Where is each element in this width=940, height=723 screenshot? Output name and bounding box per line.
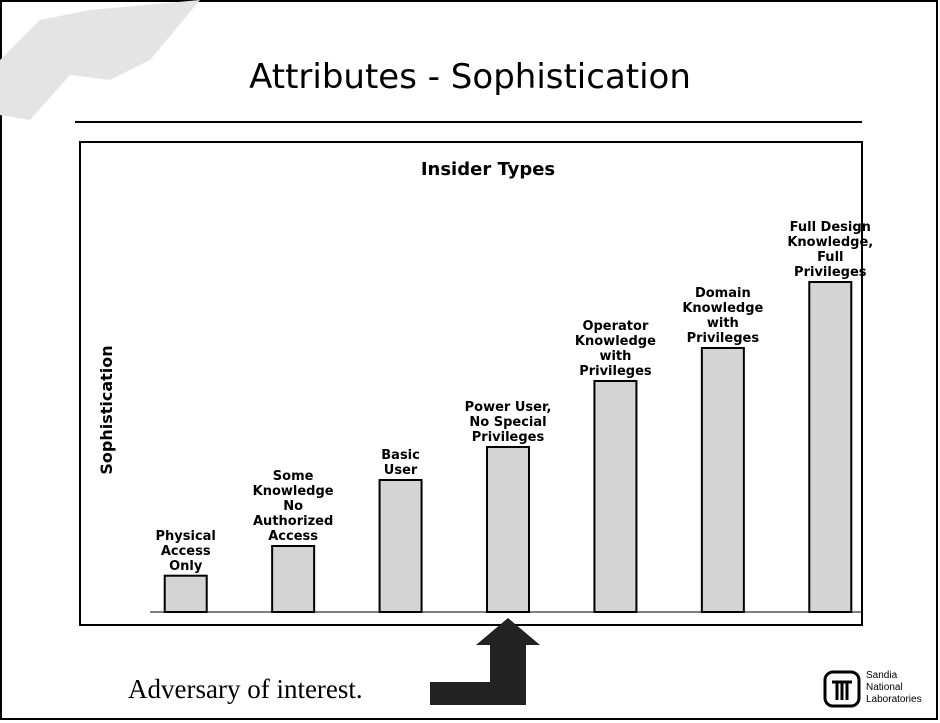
bar [700,347,745,613]
bar [163,574,208,614]
category-label: Basic User [381,448,420,478]
logo-symbol [832,680,852,700]
logo-text: Sandia National Laboratories [866,670,922,705]
y-axis-label: Sophistication [97,345,116,474]
slide-title: Attributes - Sophistication [249,57,691,97]
category-label: Physical Access Only [155,528,216,574]
bar [593,380,638,613]
corner-decoration [0,0,200,120]
category-label: Power User, No Special Privileges [464,400,552,445]
category-label: Full Design Knowledge, Full Privileges [787,220,874,280]
bar [271,545,316,613]
bar [808,281,853,613]
chart-title: Insider Types [421,159,555,180]
bar [486,446,530,613]
category-label: Operator Knowledge with Privileges [574,319,656,379]
bar [378,479,423,613]
annotation: Adversary of interest. [128,674,363,704]
category-label: Some Knowledge No Authorized Access [252,469,334,544]
logo-mark [823,670,861,708]
category-label: Domain Knowledge with Privileges [682,286,764,346]
pointer-arrow [430,618,540,705]
